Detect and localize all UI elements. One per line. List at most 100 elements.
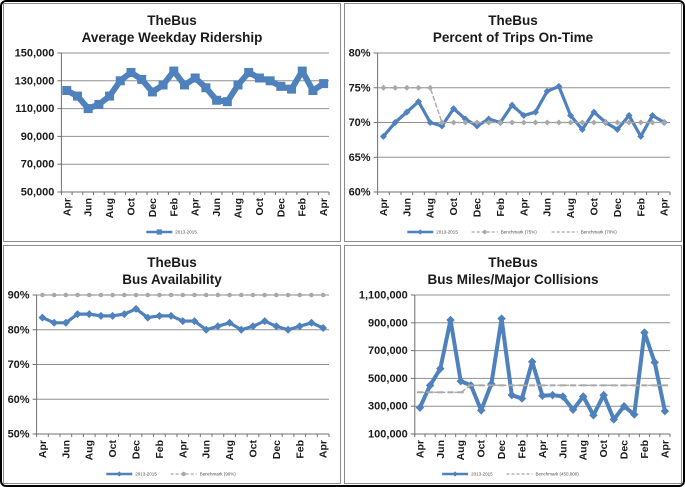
data-point-marker xyxy=(93,99,103,109)
data-point-marker xyxy=(72,91,82,101)
data-point-marker xyxy=(178,317,187,326)
data-point-marker xyxy=(154,311,163,320)
data-point-marker xyxy=(238,292,244,298)
legend-swatch-marker xyxy=(156,229,162,235)
data-point-marker xyxy=(476,406,485,415)
data-point-marker xyxy=(179,80,189,90)
chart-title: TheBus xyxy=(147,255,197,270)
data-point-marker xyxy=(98,292,103,298)
chart-canvas-ontime: 60% 65% 70% 75% 80% Apr Jun Aug Oct Dec Feb Apr Jun A… xyxy=(345,46,681,241)
x-axis-tick-label: Jun xyxy=(401,198,413,217)
data-point-marker xyxy=(613,119,620,126)
chart-svg: 50,000 70,000 90,000 110,000 130,000 150,000 A… xyxy=(14,48,330,235)
data-point-marker xyxy=(485,119,492,126)
data-point-marker xyxy=(449,105,457,113)
data-point-marker xyxy=(602,119,609,126)
x-axis-tick-label: Jun xyxy=(434,440,446,459)
y-axis-tick-label: 500,000 xyxy=(368,373,408,385)
data-point-marker xyxy=(415,84,422,91)
data-point-marker xyxy=(484,115,492,123)
data-point-marker xyxy=(119,310,128,319)
data-point-marker xyxy=(517,394,526,403)
data-point-marker xyxy=(308,292,314,298)
legend-label: 2013-2015 xyxy=(471,472,493,477)
data-point-marker xyxy=(402,108,410,116)
x-axis-tick-label: Apr xyxy=(36,440,48,458)
data-point-marker xyxy=(543,119,550,126)
data-point-marker xyxy=(168,66,178,76)
data-point-marker xyxy=(391,84,398,91)
data-point-marker xyxy=(226,292,232,298)
data-point-marker xyxy=(637,119,644,126)
x-axis-tick-label: Jun xyxy=(60,440,72,459)
chart-canvas-ridership: 50,000 70,000 90,000 110,000 130,000 150,000 A… xyxy=(4,46,340,241)
chart-panel-availability: TheBus Bus Availability 50% 60% 70% 80% 90% A… xyxy=(3,245,341,484)
chart-svg: 100,000 300,000 500,000 700,000 900,000 1,100… xyxy=(358,290,671,477)
data-point-marker xyxy=(286,84,296,94)
x-axis-tick-label: Dec xyxy=(146,198,158,217)
chart-subtitle: Bus Availability xyxy=(122,272,222,287)
legend-label: Benchmark (70%) xyxy=(580,230,617,235)
data-point-marker xyxy=(639,328,649,337)
data-point-marker xyxy=(537,391,547,401)
data-point-marker xyxy=(461,115,469,123)
y-axis-tick-label: 700,000 xyxy=(368,345,408,357)
x-axis-tick-label: Jun xyxy=(541,198,553,217)
data-point-marker xyxy=(426,84,433,91)
data-point-marker xyxy=(379,132,387,140)
x-axis-tick-label: Feb xyxy=(516,440,528,459)
x-axis-tick-label: Aug xyxy=(232,198,244,218)
x-axis-tick-label: Apr xyxy=(414,440,426,458)
data-point-marker xyxy=(527,357,536,366)
data-point-marker xyxy=(104,91,114,101)
y-axis-tick-label: 65% xyxy=(348,152,370,164)
data-point-marker xyxy=(318,79,328,89)
data-point-marker xyxy=(271,322,280,331)
chart-panel-ontime: TheBus Percent of Trips On-Time 60% 65% 70… xyxy=(344,3,682,242)
x-axis-tick-label: Aug xyxy=(455,440,467,460)
data-point-marker xyxy=(225,318,234,327)
y-axis-tick-label: 60% xyxy=(348,187,370,199)
x-axis-tick-label: Oct xyxy=(598,440,610,458)
chart-canvas-availability: 50% 60% 70% 80% 90% Apr Jun Aug Oct Dec Feb Apr Jun A… xyxy=(4,288,340,483)
data-point-marker xyxy=(609,415,618,424)
data-point-marker xyxy=(649,358,659,367)
data-point-marker xyxy=(543,87,551,95)
data-point-marker xyxy=(260,317,269,326)
data-point-marker xyxy=(555,119,562,126)
chart-title-block: TheBus Bus Miles/Major Collisions xyxy=(427,246,598,288)
data-point-marker xyxy=(320,292,325,298)
data-point-marker xyxy=(168,292,173,298)
x-axis-tick-label: Apr xyxy=(659,440,671,458)
legend-label: 2013-2015 xyxy=(436,230,458,235)
data-point-marker xyxy=(203,292,208,298)
data-point-marker xyxy=(222,97,232,107)
data-point-marker xyxy=(74,292,80,298)
data-point-marker xyxy=(297,66,307,76)
x-axis-tick-label: Apr xyxy=(536,440,548,458)
data-point-marker xyxy=(629,410,639,419)
series-line xyxy=(381,84,666,139)
data-point-marker xyxy=(61,86,71,96)
data-point-marker xyxy=(201,325,210,334)
x-axis-tick-label: Apr xyxy=(377,198,389,216)
legend-swatch-marker xyxy=(417,229,423,235)
data-point-marker xyxy=(158,80,168,90)
y-axis-tick-label: 80% xyxy=(348,48,370,60)
y-axis-tick-label: 70,000 xyxy=(20,159,54,171)
x-axis-tick-label: Feb xyxy=(294,440,306,459)
x-axis-tick-label: Oct xyxy=(247,440,259,458)
data-point-marker xyxy=(589,108,597,116)
x-axis-tick-label: Oct xyxy=(125,198,137,216)
data-point-marker xyxy=(283,325,292,334)
legend-swatch-marker xyxy=(452,471,458,477)
y-axis-tick-label: 150,000 xyxy=(14,48,54,60)
chart-subtitle: Bus Miles/Major Collisions xyxy=(427,272,599,287)
y-axis-tick-label: 90,000 xyxy=(20,131,54,143)
y-axis-tick-label: 90% xyxy=(7,290,29,302)
y-axis-tick-label: 110,000 xyxy=(15,103,54,115)
series-line xyxy=(417,316,667,422)
data-point-marker xyxy=(285,292,290,298)
data-point-marker xyxy=(96,311,105,320)
x-axis-tick-label: Jun xyxy=(557,440,569,459)
